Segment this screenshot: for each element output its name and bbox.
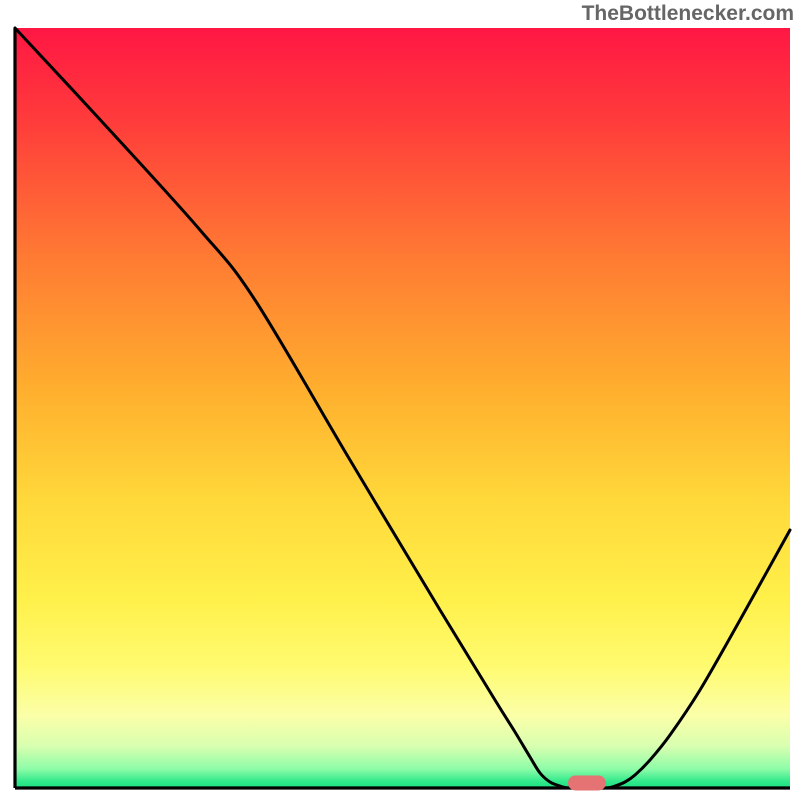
optimum-marker bbox=[568, 776, 606, 791]
bottleneck-chart bbox=[0, 0, 800, 800]
attribution-text: TheBottlenecker.com bbox=[582, 2, 794, 26]
chart-background bbox=[15, 28, 790, 788]
chart-container: TheBottlenecker.com bbox=[0, 0, 800, 800]
